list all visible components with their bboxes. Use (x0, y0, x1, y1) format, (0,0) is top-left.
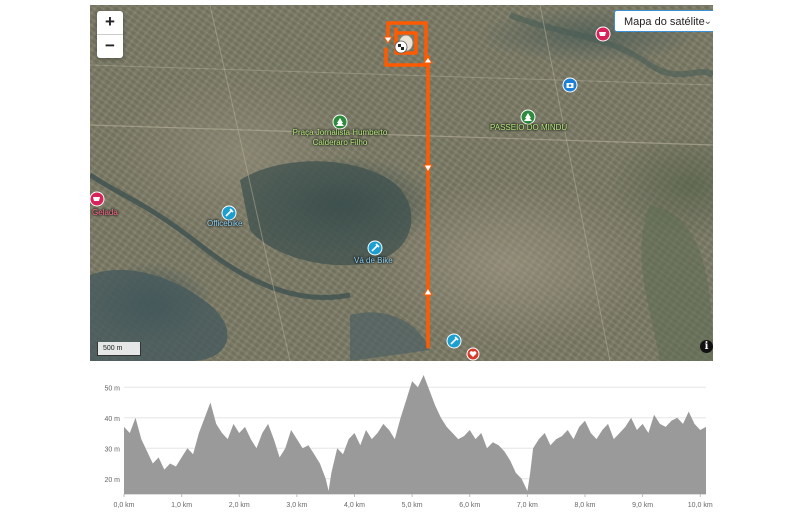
finish-flag-icon[interactable] (394, 40, 408, 54)
chevron-down-icon: ⌄ (703, 16, 712, 27)
zoom-out-button[interactable]: − (97, 34, 123, 58)
x-tick-label: 1,0 km (171, 502, 192, 509)
shopping-cart-icon[interactable] (90, 191, 105, 207)
elevation-area[interactable] (124, 375, 706, 494)
forest-shape (641, 205, 713, 361)
poi-label-praca[interactable]: Praça Jornalista Humberto Calderaro Filh… (292, 128, 388, 147)
park-icon[interactable] (332, 114, 348, 130)
poi-label-va-de-bike[interactable]: Vá de Bike (354, 256, 393, 265)
x-tick-label: 7,0 km (517, 502, 538, 509)
y-tick-label: 50 m (104, 385, 120, 392)
map-type-label: Mapa do satélite (624, 16, 705, 28)
repair-icon[interactable] (446, 333, 462, 349)
water-shape (90, 269, 228, 361)
map-overlay (90, 5, 713, 361)
heart-marker-icon[interactable] (466, 347, 480, 361)
y-tick-label: 30 m (104, 446, 120, 453)
zoom-control: + − (97, 11, 123, 58)
satellite-map[interactable]: Praça Jornalista Humberto Calderaro Filh… (90, 5, 713, 361)
lake-shape (240, 161, 412, 266)
park-icon[interactable] (520, 109, 536, 125)
scale-bar: 500 m (97, 342, 141, 356)
x-tick-label: 0,0 km (113, 502, 134, 509)
x-tick-label: 6,0 km (459, 502, 480, 509)
x-tick-label: 10,0 km (688, 502, 713, 509)
x-tick-label: 3,0 km (286, 502, 307, 509)
poi-label-gelada[interactable]: Gelada (92, 208, 118, 217)
camera-icon[interactable] (562, 77, 578, 93)
elevation-chart[interactable]: 20 m 30 m 40 m 50 m 0,0 km 1,0 km 2,0 km 3,0 k… (90, 366, 713, 515)
shopping-cart-icon[interactable] (595, 26, 611, 42)
zoom-in-button[interactable]: + (105, 12, 115, 31)
stream-shape (508, 12, 713, 78)
x-tick-label: 8,0 km (574, 502, 595, 509)
poi-label-passeio-do-mindu[interactable]: PASSEIO DO MINDÚ (490, 123, 568, 132)
route-arrows (383, 36, 433, 296)
poi-label-officebike[interactable]: Officebike (207, 219, 243, 228)
y-axis-ticks: 20 m 30 m 40 m 50 m (104, 385, 120, 484)
water-shape-2 (350, 312, 430, 361)
repair-icon[interactable] (221, 205, 237, 221)
x-tick-label: 2,0 km (229, 502, 250, 509)
map-type-select[interactable]: Mapa do satélite ⌄ (614, 10, 713, 32)
info-icon[interactable]: i (700, 340, 713, 353)
x-axis-ticks: 0,0 km 1,0 km 2,0 km 3,0 km 4,0 km 5,0 km 6,0 … (113, 494, 713, 509)
x-tick-label: 9,0 km (632, 502, 653, 509)
y-tick-label: 20 m (104, 477, 120, 484)
y-tick-label: 40 m (104, 416, 120, 423)
x-tick-label: 4,0 km (344, 502, 365, 509)
river-shape (90, 172, 351, 301)
repair-icon[interactable] (367, 240, 383, 256)
x-tick-label: 5,0 km (402, 502, 423, 509)
